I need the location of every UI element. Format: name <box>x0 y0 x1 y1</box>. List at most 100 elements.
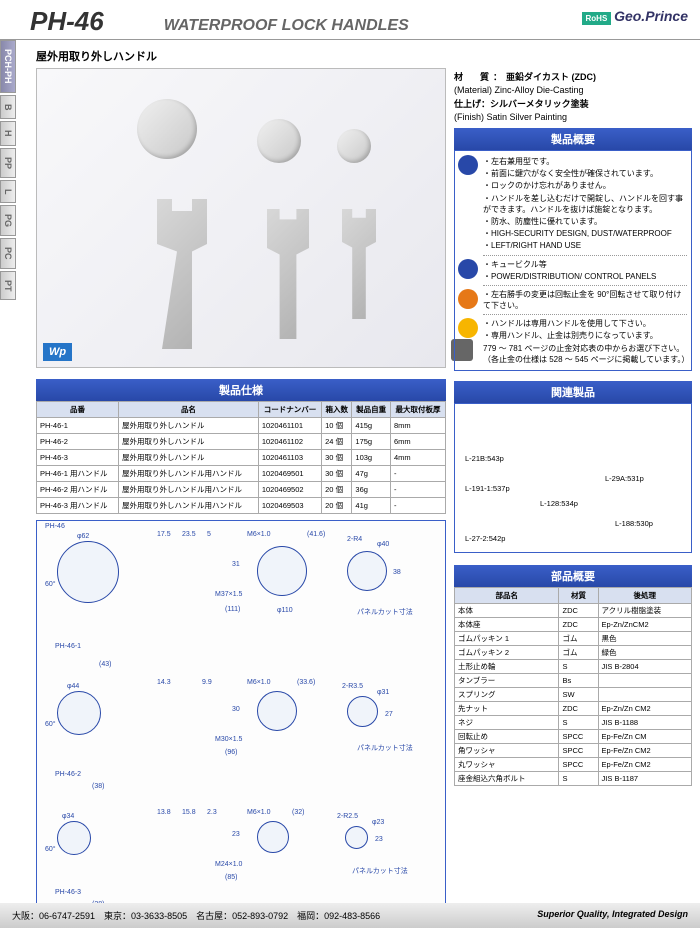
dia-label: 60° <box>45 721 56 728</box>
dia-label: M6×1.0 <box>247 809 271 816</box>
side-tab-h[interactable]: H <box>0 121 16 146</box>
table-row: PH-46-3屋外用取り外しハンドル102046110330 個103g4mm <box>37 450 446 466</box>
side-tab-pc[interactable]: PC <box>0 238 16 269</box>
op-icon <box>458 289 478 309</box>
feature-bullet: ・ハンドルを差し込むだけで開錠し、ハンドルを回す事ができます。ハンドルを抜けば施… <box>483 193 687 215</box>
dia-label: (33.6) <box>297 679 315 686</box>
spec-col: 最大取付板厚 <box>390 402 445 418</box>
parts-col: 材質 <box>559 588 598 604</box>
dia-label: PH-46-1 <box>55 643 81 650</box>
dia-label: (32) <box>292 809 304 816</box>
spec-column: 材 質：亜鉛ダイカスト (ZDC) (Material) Zinc-Alloy … <box>454 68 692 371</box>
table-row: ゴムパッキン 1ゴム黒色 <box>455 632 692 646</box>
model-code: PH-46 <box>30 6 104 37</box>
side-tab-b[interactable]: B <box>0 95 16 120</box>
table-row: PH-46-2屋外用取り外しハンドル102046110224 個175g6mm <box>37 434 446 450</box>
table-row: タンブラーBs <box>455 674 692 688</box>
table-row: 角ワッシャSPCCEp-Fe/Zn CM2 <box>455 744 692 758</box>
side-tab-pt[interactable]: PT <box>0 271 16 301</box>
table-row: ネジSJIS B-1188 <box>455 716 692 730</box>
dia-label: φ34 <box>62 813 74 820</box>
related-item: L-191-1:537p <box>465 484 510 493</box>
dia-label: PH-46-2 <box>55 771 81 778</box>
caution-bullet: ・専用ハンドル、止金は別売りになっています。 <box>483 330 687 341</box>
dia-label: 5 <box>207 531 211 538</box>
dia-label: φ110 <box>277 607 293 614</box>
feature-bullet: ・HIGH-SECURITY DESIGN, DUST/WATERPROOF <box>483 228 687 239</box>
dia-label: PH-46 <box>45 523 65 530</box>
dia-label: φ40 <box>377 541 389 548</box>
spec-col: 箱入数 <box>322 402 352 418</box>
dia-label: 15.8 <box>182 809 196 816</box>
dia-label: 23.5 <box>182 531 196 538</box>
dia-label: M30×1.5 <box>215 736 242 743</box>
dia-label: M24×1.0 <box>215 861 242 868</box>
dia-label: φ23 <box>372 819 384 826</box>
spec-col: 製品自重 <box>352 402 391 418</box>
side-tab-pg[interactable]: PG <box>0 205 16 236</box>
material-label: 材 質： <box>454 72 506 82</box>
table-row: 先ナットZDCEp-Zn/Zn CM2 <box>455 702 692 716</box>
dia-label: パネルカット寸法 <box>357 607 413 617</box>
dia-label: (111) <box>225 606 240 613</box>
footer-contacts: 大阪：06-6747-2591 東京：03-3633-8505 名古屋：052-… <box>12 909 380 922</box>
parts-col: 部品名 <box>455 588 559 604</box>
dia-label: 2-R3.5 <box>342 683 363 690</box>
dia-label: 13.8 <box>157 809 171 816</box>
dia-label: (85) <box>225 874 237 881</box>
dia-label: M37×1.5 <box>215 591 242 598</box>
dia-label: 23 <box>232 831 240 838</box>
table-row: ゴムパッキン 2ゴム緑色 <box>455 646 692 660</box>
dia-label: φ31 <box>377 689 389 696</box>
dia-label: 60° <box>45 581 56 588</box>
related-products: 関連製品 L-21B:543p L-191-1:537p L-128:534p … <box>454 381 692 553</box>
page-footer: 大阪：06-6747-2591 東京：03-3633-8505 名古屋：052-… <box>0 903 700 928</box>
spec-col: 品名 <box>119 402 259 418</box>
product-image: Wp <box>36 68 446 368</box>
caution-icon <box>458 318 478 338</box>
material-en: (Material) Zinc-Alloy Die-Casting <box>454 85 692 95</box>
dia-label: 30 <box>232 706 240 713</box>
dia-label: φ62 <box>77 533 89 540</box>
dia-label: (41.6) <box>307 531 325 538</box>
dia-label: φ44 <box>67 683 79 690</box>
parts-table: 部品名材質後処理 本体ZDCアクリル樹脂塗装本体座ZDCEp-Zn/ZnCM2ゴ… <box>454 587 692 786</box>
feature-icon <box>458 155 478 175</box>
brand-name: Geo.Prince <box>614 8 688 24</box>
table-row: スプリングSW <box>455 688 692 702</box>
parts-header: 部品概要 <box>454 565 692 587</box>
dia-label: 14.3 <box>157 679 171 686</box>
rohs-badge: RoHS <box>582 12 612 25</box>
footer-tagline: Superior Quality, Integrated Design <box>537 909 688 922</box>
table-row: 土形止め輪SJIS B-2804 <box>455 660 692 674</box>
dia-label: 38 <box>393 569 401 576</box>
related-item: L-21B:543p <box>465 454 504 463</box>
finish-en: (Finish) Satin Silver Painting <box>454 112 692 122</box>
op-bullet: ・左右勝手の変更は回転止金を 90°回転させて取り付けて下さい。 <box>483 289 687 311</box>
feature-bullet: ・左右兼用型です。 <box>483 156 687 167</box>
related-header: 関連製品 <box>454 381 692 403</box>
waterproof-badge: Wp <box>43 343 72 361</box>
table-row: 丸ワッシャSPCCEp-Fe/Zn CM2 <box>455 758 692 772</box>
side-tab-pp[interactable]: PP <box>0 148 16 178</box>
feature-body: ・左右兼用型です。 ・前面に鍵穴がなく安全性が確保されています。 ・ロックのかけ… <box>454 150 692 371</box>
related-item: L-29A:531p <box>605 474 644 483</box>
use-bullet: ・POWER/DISTRIBUTION/ CONTROL PANELS <box>483 271 687 282</box>
dia-label: 60° <box>45 846 56 853</box>
side-tab-pch[interactable]: PCH-PH <box>0 40 16 93</box>
finish-jp: シルバーメタリック塗装 <box>490 99 589 109</box>
side-tabs: PCH-PH B H PP L PG PC PT <box>0 40 24 302</box>
dia-label: 31 <box>232 561 240 568</box>
dia-label: M6×1.0 <box>247 679 271 686</box>
overview-header: 製品概要 <box>454 128 692 150</box>
page-title: WATERPROOF LOCK HANDLES <box>164 17 409 35</box>
related-item: L-128:534p <box>540 499 578 508</box>
table-row: PH-46-2 用ハンドル屋外用取り外しハンドル用ハンドル10204695022… <box>37 482 446 498</box>
related-item: L-27-2:542p <box>465 534 505 543</box>
table-row: 座金組込六角ボルトSJIS B-1187 <box>455 772 692 786</box>
parts-col: 後処理 <box>598 588 691 604</box>
feature-bullet: ・LEFT/RIGHT HAND USE <box>483 240 687 251</box>
table-row: PH-46-1 用ハンドル屋外用取り外しハンドル用ハンドル10204695013… <box>37 466 446 482</box>
side-tab-l[interactable]: L <box>0 180 16 204</box>
caution-bullet: 779 ～ 781 ページの止金対応表の中からお選び下さい。（各止金の仕様は 5… <box>483 343 687 365</box>
